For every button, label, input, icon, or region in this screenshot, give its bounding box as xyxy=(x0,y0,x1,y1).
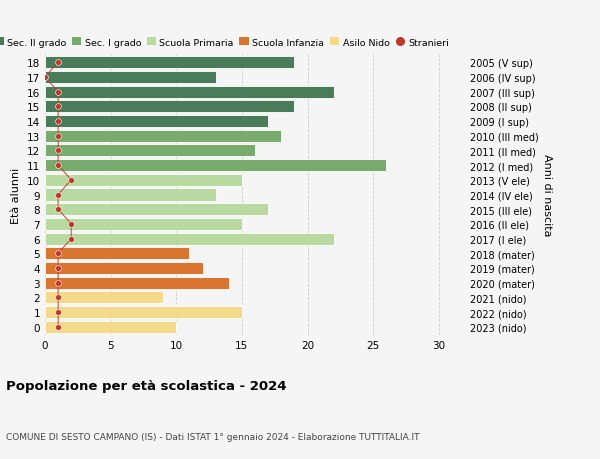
Bar xyxy=(45,248,190,260)
Bar xyxy=(45,263,203,274)
Bar xyxy=(45,174,242,186)
Point xyxy=(53,294,63,302)
Point xyxy=(53,133,63,140)
Bar xyxy=(45,57,295,69)
Point xyxy=(53,191,63,199)
Bar xyxy=(45,72,215,84)
Point xyxy=(53,118,63,125)
Point xyxy=(40,74,50,82)
Text: COMUNE DI SESTO CAMPANO (IS) - Dati ISTAT 1° gennaio 2024 - Elaborazione TUTTITA: COMUNE DI SESTO CAMPANO (IS) - Dati ISTA… xyxy=(6,431,419,441)
Point xyxy=(67,177,76,184)
Bar xyxy=(45,277,229,289)
Bar xyxy=(45,130,281,142)
Point xyxy=(53,250,63,257)
Bar xyxy=(45,306,242,319)
Point xyxy=(53,323,63,330)
Point xyxy=(53,308,63,316)
Point xyxy=(53,89,63,96)
Bar xyxy=(45,204,268,216)
Point xyxy=(53,103,63,111)
Bar xyxy=(45,233,334,245)
Bar xyxy=(45,101,295,113)
Point xyxy=(53,147,63,155)
Bar xyxy=(45,321,176,333)
Point xyxy=(53,265,63,272)
Bar xyxy=(45,116,268,128)
Point xyxy=(53,280,63,287)
Bar xyxy=(45,145,255,157)
Point xyxy=(53,162,63,169)
Point xyxy=(53,206,63,213)
Bar xyxy=(45,218,242,230)
Text: Popolazione per età scolastica - 2024: Popolazione per età scolastica - 2024 xyxy=(6,380,287,392)
Point xyxy=(53,60,63,67)
Point xyxy=(67,221,76,228)
Legend: Sec. II grado, Sec. I grado, Scuola Primaria, Scuola Infanzia, Asilo Nido, Stran: Sec. II grado, Sec. I grado, Scuola Prim… xyxy=(0,39,449,48)
Bar xyxy=(45,86,334,99)
Bar xyxy=(45,160,386,172)
Y-axis label: Anni di nascita: Anni di nascita xyxy=(542,154,553,236)
Point xyxy=(67,235,76,243)
Y-axis label: Età alunni: Età alunni xyxy=(11,167,22,223)
Bar xyxy=(45,291,163,304)
Bar xyxy=(45,189,215,201)
